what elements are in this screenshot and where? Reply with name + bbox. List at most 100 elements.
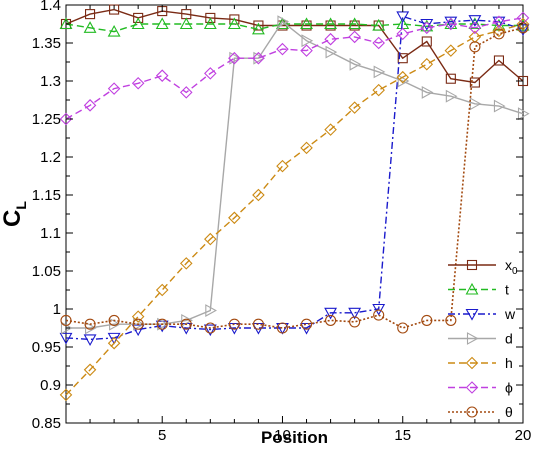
- data-point: [301, 20, 312, 31]
- y-tick-label: 1.3: [40, 73, 61, 90]
- legend-swatch-marker: [466, 332, 479, 345]
- y-tick-label: 0.95: [32, 339, 61, 356]
- series-layer: [59, 4, 530, 402]
- data-point: [205, 304, 217, 317]
- data-point: [83, 363, 97, 377]
- legend-label: t: [505, 282, 509, 298]
- y-tick-label: 0.85: [32, 415, 61, 432]
- x-axis-title: Position: [261, 428, 328, 447]
- data-point: [60, 314, 72, 326]
- data-point: [300, 141, 313, 155]
- data-point: [349, 20, 360, 31]
- data-point: [372, 83, 385, 97]
- y-tick-label: 1.15: [32, 187, 61, 204]
- data-point: [59, 332, 73, 345]
- legend-label: ϕ: [505, 380, 513, 396]
- legend-label: θ: [505, 404, 513, 420]
- data-point: [131, 77, 145, 90]
- legend-swatch-marker: [466, 259, 478, 271]
- series-line: [65, 15, 524, 341]
- data-point: [133, 12, 144, 23]
- data-point: [227, 17, 241, 30]
- data-point: [83, 99, 97, 112]
- y-tick-label: 0.9: [40, 377, 61, 394]
- legend-swatch-marker: [465, 381, 479, 394]
- series-θ: [60, 22, 529, 334]
- legend-entry: w: [448, 306, 516, 322]
- data-point: [325, 314, 337, 326]
- legend-label-text: h: [505, 355, 513, 371]
- data-point: [131, 324, 145, 337]
- legend-label-text: ϕ: [505, 380, 513, 396]
- data-point: [204, 322, 216, 334]
- data-point: [421, 314, 433, 326]
- data-point: [372, 36, 385, 50]
- data-point: [397, 322, 409, 334]
- data-point: [516, 17, 530, 31]
- legend-label: x0: [505, 257, 518, 277]
- data-point: [277, 15, 290, 29]
- data-point: [107, 24, 121, 37]
- data-point: [228, 51, 241, 65]
- data-point: [444, 17, 458, 30]
- data-point: [516, 24, 530, 36]
- data-point: [396, 70, 410, 84]
- legend-label-text: t: [505, 282, 509, 298]
- data-point: [205, 12, 216, 23]
- data-point: [252, 188, 265, 202]
- data-point: [373, 309, 385, 321]
- data-point: [493, 28, 505, 40]
- data-point: [179, 17, 193, 30]
- data-point: [131, 310, 145, 323]
- y-tick-label: 1.35: [32, 35, 61, 52]
- data-point: [444, 16, 458, 29]
- data-point: [132, 318, 144, 330]
- data-point: [397, 53, 408, 64]
- data-point: [108, 314, 120, 326]
- data-point: [300, 44, 313, 57]
- data-point: [179, 86, 193, 99]
- series-line: [65, 23, 523, 33]
- y-tick-label: 1.2: [40, 149, 61, 166]
- data-point: [131, 17, 145, 30]
- plot-area: [65, 4, 524, 424]
- data-point: [348, 101, 361, 114]
- data-point: [421, 85, 434, 99]
- x-tick-label: 15: [394, 427, 411, 444]
- y-axis: 0.85 0.9 0.95 1 1.05 1.1 1.15 1.2 1.25 1.3 1.35 1.4: [32, 0, 523, 432]
- legend-entry: h: [448, 355, 513, 371]
- data-point: [373, 65, 386, 79]
- data-point: [348, 30, 361, 44]
- data-point: [300, 318, 313, 330]
- y-tick-label: 1.4: [40, 0, 61, 14]
- data-point: [325, 45, 338, 59]
- data-point: [107, 336, 121, 350]
- legend-swatch-marker: [465, 356, 479, 370]
- data-point: [204, 232, 217, 246]
- data-point: [492, 15, 506, 28]
- data-point: [492, 24, 506, 38]
- data-point: [155, 283, 169, 297]
- data-point: [517, 107, 530, 121]
- data-point: [276, 159, 289, 173]
- data-point: [420, 58, 434, 71]
- data-point: [179, 257, 193, 270]
- legend-label-subscript: 0: [512, 266, 518, 277]
- y-tick-label: 1: [53, 301, 61, 318]
- data-point: [253, 20, 264, 31]
- data-point: [420, 21, 434, 35]
- data-point: [468, 30, 482, 44]
- series-t: [59, 17, 530, 37]
- series-ϕ: [59, 11, 530, 126]
- data-point: [229, 51, 242, 65]
- series-line: [66, 20, 524, 329]
- data-point: [397, 74, 410, 88]
- data-point: [252, 318, 264, 330]
- legend-label: h: [505, 355, 513, 371]
- series-line: [65, 23, 524, 396]
- data-point: [372, 303, 386, 316]
- y-axis-title-subscript: L: [13, 201, 29, 210]
- legend-swatch-marker: [465, 308, 479, 321]
- series-line: [65, 17, 524, 120]
